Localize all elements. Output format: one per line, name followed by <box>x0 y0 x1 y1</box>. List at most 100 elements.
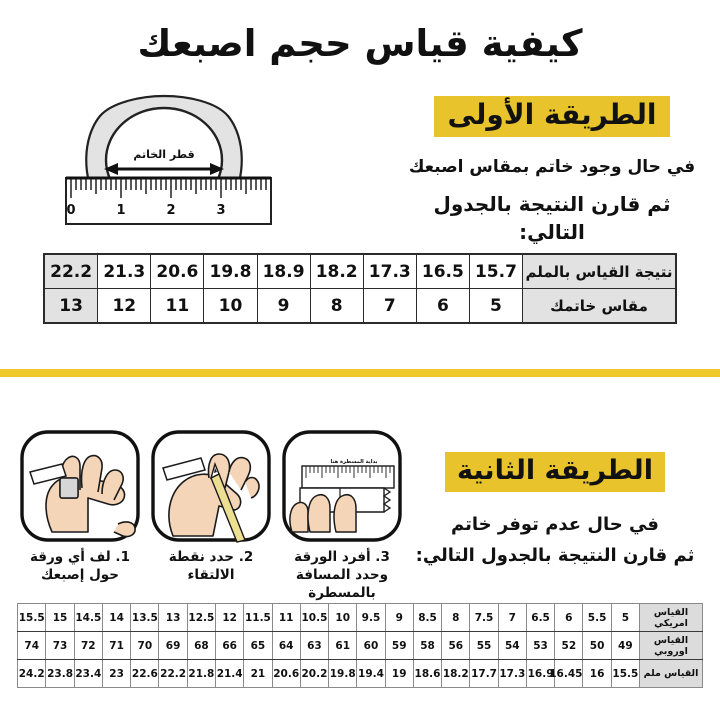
table-cell: 18.9 <box>256 253 311 289</box>
method-one-line-1: في حال وجود خاتم بمقاس اصبعك <box>408 157 696 178</box>
table-two-row-label-us: القياس امريكي <box>639 603 703 632</box>
table-cell: 16 <box>582 659 612 688</box>
table-cell: 19.8 <box>328 659 358 688</box>
table-cell: 23.8 <box>45 659 75 688</box>
ruler-tick-0: 0 <box>66 203 75 218</box>
table-row: مقاس خاتمك 5 6 7 8 9 10 11 12 13 <box>43 288 677 324</box>
table-cell: 16.5 <box>415 253 470 289</box>
step-3: بداية المسطرة هنا <box>280 428 404 603</box>
table-cell: 17.3 <box>362 253 417 289</box>
table-cell: 22.6 <box>130 659 160 688</box>
ring-size-conversion-table: القياس امريكي 5 5.5 6 6.5 7 7.5 8 8.5 9 … <box>16 603 703 688</box>
table-cell: 9 <box>384 603 414 632</box>
table-cell: 18.6 <box>412 659 443 688</box>
table-cell: 20.6 <box>271 659 301 688</box>
ruler-tick-2: 2 <box>166 203 175 218</box>
ring-diameter-label: قطر الخاتم <box>133 148 194 161</box>
table-cell: 19.4 <box>356 659 386 688</box>
table-cell: 63 <box>299 631 330 660</box>
table-row: القياس امريكي 5 5.5 6 6.5 7 7.5 8 8.5 9 … <box>16 603 703 632</box>
step-2-caption: 2. حدد نقطة الالتقاء <box>168 549 254 584</box>
table-cell: 6.5 <box>525 603 556 632</box>
table-cell: 5 <box>610 603 641 632</box>
step-2-illustration <box>149 428 273 544</box>
table-cell: 71 <box>101 631 132 660</box>
table-cell: 21.4 <box>215 659 245 688</box>
table-cell: 68 <box>186 631 217 660</box>
table-row: القياس اوروبي 49 50 52 53 54 55 56 58 59… <box>16 631 703 660</box>
table-cell: 6 <box>415 288 470 324</box>
table-cell: 8.5 <box>412 603 443 632</box>
table-cell: 13.5 <box>130 603 160 632</box>
table-cell: 16.45 <box>549 659 584 688</box>
table-cell: 5 <box>468 288 524 324</box>
table-row: القياس ملم 15.5 16 16.45 16.9 17.3 17.7 … <box>16 659 703 688</box>
step-1-caption: 1. لف أي ورقة حول إصبعك <box>30 549 130 584</box>
page-title: كيفية قياس حجم اصبعك <box>137 22 583 65</box>
table-cell: 15.5 <box>16 603 47 632</box>
table-cell: 18.2 <box>309 253 364 289</box>
table-cell: 16.9 <box>525 659 556 688</box>
ruler-start-note: بداية المسطرة هنا <box>331 459 378 465</box>
step-3-caption: 3. أفرد الورقة وحدد المسافة بالمسطرة <box>294 549 390 602</box>
table-cell: 19 <box>384 659 414 688</box>
table-cell: 20.2 <box>299 659 330 688</box>
ring-measure-illustration: قطر الخاتم <box>38 86 288 226</box>
method-two-text-block: الطريقة الثانية في حال عدم توفر خاتم ثم … <box>410 452 700 566</box>
method-two-line-1: في حال عدم توفر خاتم <box>451 514 659 536</box>
table-cell: 61 <box>328 631 358 660</box>
table-cell: 69 <box>158 631 188 660</box>
table-cell: 18.2 <box>441 659 471 688</box>
table-two-row-label-mm: القياس ملم <box>639 659 703 688</box>
table-cell: 8 <box>441 603 471 632</box>
table-cell: 22.2 <box>43 253 99 289</box>
table-cell: 65 <box>243 631 273 660</box>
table-cell: 7 <box>362 288 417 324</box>
table-cell: 74 <box>16 631 47 660</box>
table-cell: 53 <box>525 631 556 660</box>
table-cell: 15 <box>45 603 75 632</box>
table-two-row-label-eu: القياس اوروبي <box>639 631 703 660</box>
step-2: 2. حدد نقطة الالتقاء <box>149 428 273 603</box>
method-two-line-2: ثم قارن النتيجة بالجدول التالي: <box>415 545 695 567</box>
table-cell: 6 <box>554 603 584 632</box>
table-cell: 11 <box>271 603 301 632</box>
table-cell: 10 <box>328 603 358 632</box>
table-cell: 22.2 <box>158 659 188 688</box>
diameter-arrow <box>104 163 224 175</box>
table-cell: 21.8 <box>186 659 217 688</box>
table-one-row-label-mm: نتيجة القياس بالملم <box>522 253 677 289</box>
step-1: 1. لف أي ورقة حول إصبعك <box>18 428 142 603</box>
table-cell: 56 <box>441 631 471 660</box>
ruler-tick-1: 1 <box>116 203 125 218</box>
table-cell: 54 <box>497 631 527 660</box>
table-cell: 10 <box>203 288 258 324</box>
table-cell: 20.6 <box>150 253 205 289</box>
table-cell: 7 <box>497 603 527 632</box>
table-cell: 12.5 <box>186 603 217 632</box>
table-cell: 11 <box>150 288 205 324</box>
table-cell: 21.3 <box>97 253 152 289</box>
table-cell: 10.5 <box>299 603 330 632</box>
table-cell: 23.4 <box>73 659 103 688</box>
method-two-badge: الطريقة الثانية <box>445 452 665 493</box>
table-cell: 64 <box>271 631 301 660</box>
ruler-tick-3: 3 <box>216 203 225 218</box>
table-cell: 17.3 <box>497 659 527 688</box>
table-cell: 21 <box>243 659 273 688</box>
table-cell: 55 <box>469 631 499 660</box>
table-cell: 50 <box>582 631 612 660</box>
table-cell: 70 <box>130 631 160 660</box>
table-cell: 12 <box>97 288 152 324</box>
step-3-illustration: بداية المسطرة هنا <box>280 428 404 544</box>
table-cell: 13 <box>158 603 188 632</box>
table-cell: 15.5 <box>610 659 641 688</box>
table-cell: 9 <box>256 288 311 324</box>
table-cell: 49 <box>610 631 641 660</box>
table-cell: 14 <box>101 603 132 632</box>
table-cell: 19.8 <box>203 253 258 289</box>
table-cell: 12 <box>215 603 245 632</box>
table-cell: 14.5 <box>73 603 103 632</box>
table-cell: 66 <box>215 631 245 660</box>
